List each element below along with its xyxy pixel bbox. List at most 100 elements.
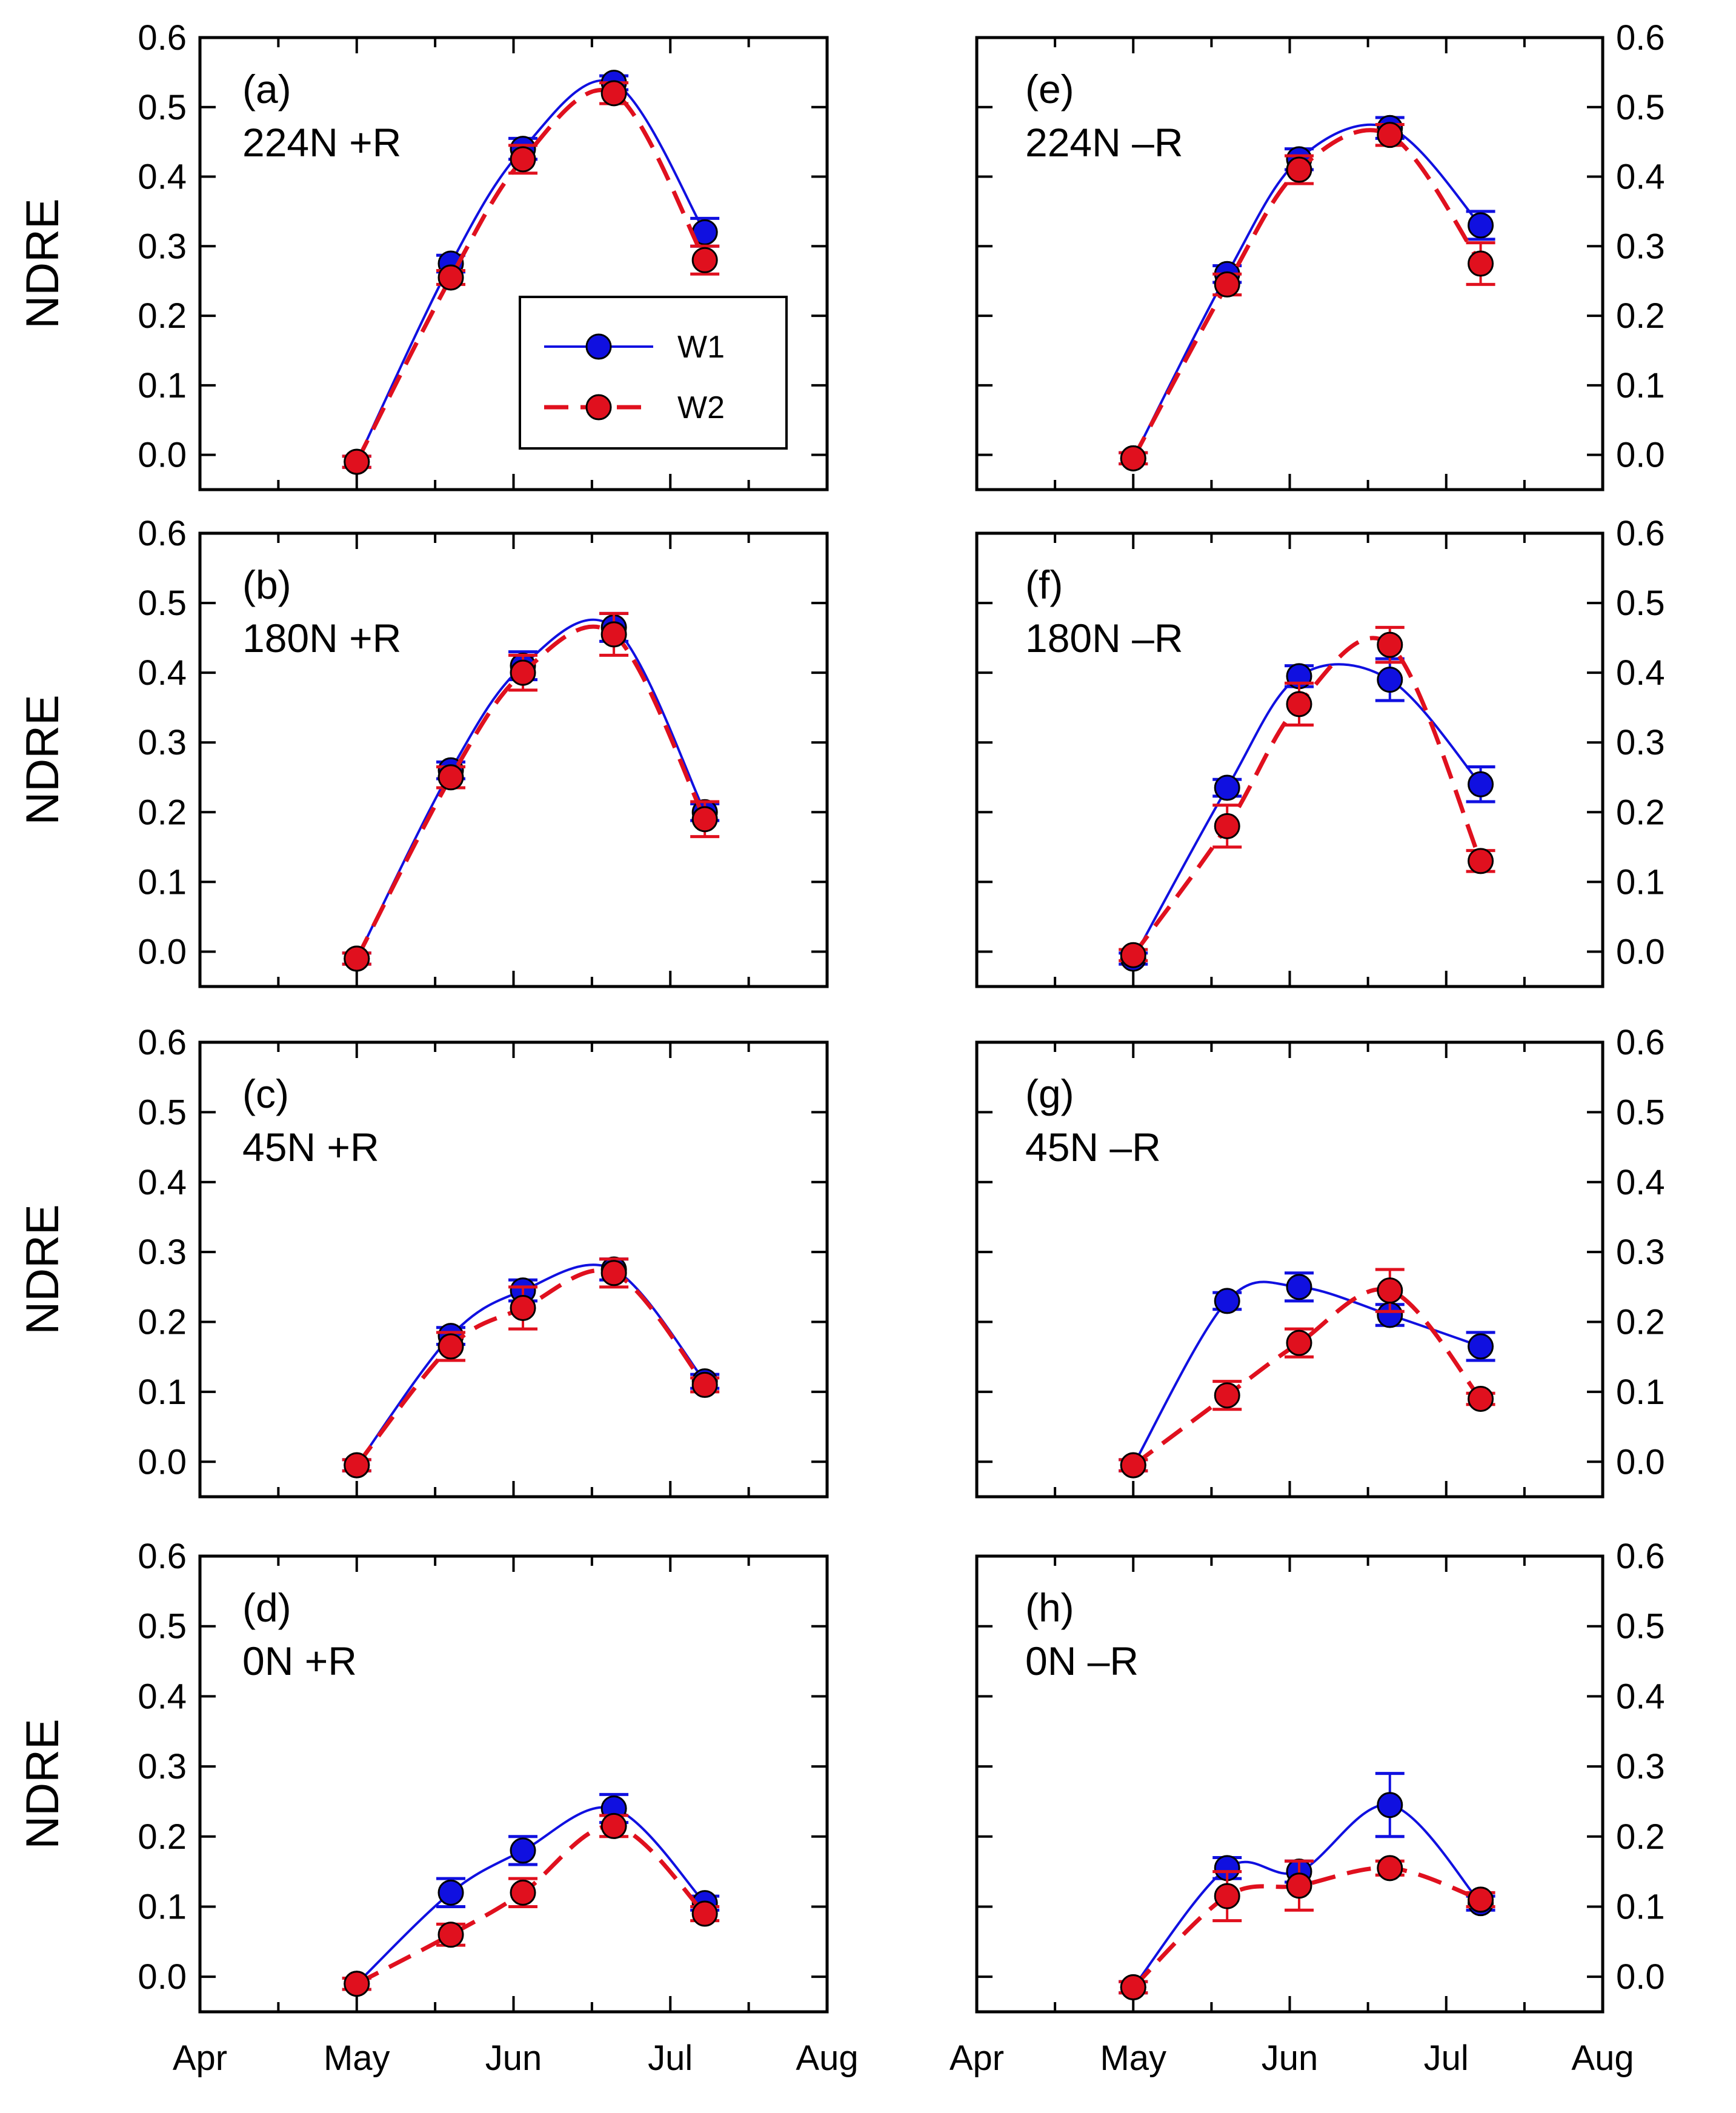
y-tick-label: 0.4: [1616, 1677, 1665, 1716]
data-point-w1: [1214, 1288, 1240, 1314]
data-point-w2: [1214, 1382, 1240, 1409]
y-tick-label: 0.4: [138, 158, 187, 197]
y-tick-label: 0.2: [138, 296, 187, 336]
series-line-w2: [1131, 128, 1483, 460]
panel-a: 0.0 0.1 0.2 0.3 0.4 0.5 0.6 NDRE (a) 224N +R W1 W2: [17, 18, 829, 491]
y-tick-label: 0.1: [138, 1887, 187, 1926]
data-point-w2: [1377, 1855, 1403, 1882]
y-tick-label: 0.3: [1616, 1747, 1665, 1786]
data-point-w2: [510, 1294, 536, 1321]
panel-g: 0.0 0.1 0.2 0.3 0.4 0.5 0.6 (g) 45N –R: [975, 1023, 1665, 1499]
legend-label: W1: [677, 330, 725, 365]
panel-label: (h): [1025, 1585, 1074, 1630]
data-point-w1: [1468, 771, 1494, 797]
data-point-w2: [1286, 691, 1312, 717]
y-tick-label: 0.6: [1616, 514, 1665, 553]
y-tick-label: 0.2: [1616, 1817, 1665, 1857]
y-tick-label: 0.2: [1616, 296, 1665, 336]
data-point-w2: [510, 1879, 536, 1906]
panel-label: (b): [242, 562, 291, 607]
series-line-w2: [1132, 1287, 1483, 1467]
y-tick-label: 0.6: [1616, 1023, 1665, 1062]
panel-treatment: 180N +R: [242, 616, 401, 661]
data-point-w2: [1214, 1883, 1240, 1909]
data-point-w1: [1286, 1274, 1312, 1300]
data-point-w2: [691, 1900, 718, 1927]
x-tick-label: Jul: [648, 2038, 693, 2078]
data-point-w2: [1286, 156, 1312, 183]
y-axis-title: NDRE: [17, 198, 68, 328]
y-tick-label: 0.3: [138, 1747, 187, 1786]
x-tick-label: May: [324, 2038, 390, 2078]
y-tick-label: 0.0: [138, 932, 187, 971]
y-tick-label: 0.0: [1616, 932, 1665, 971]
y-tick-label: 0.4: [138, 1163, 187, 1202]
panel-label: (e): [1025, 67, 1074, 111]
data-point-w2: [691, 1371, 718, 1398]
y-tick-label: 0.1: [138, 366, 187, 405]
data-point-w1: [1377, 667, 1403, 693]
data-point-w2: [600, 1812, 627, 1839]
y-tick-label: 0.2: [138, 793, 187, 832]
y-tick-label: 0.6: [138, 514, 187, 553]
data-point-w2: [344, 448, 370, 475]
plot-frame: [198, 1040, 829, 1499]
data-point-w1: [1377, 1792, 1403, 1819]
y-tick-label: 0.5: [1616, 1607, 1665, 1646]
data-point-w1: [1468, 212, 1494, 239]
panel-f: 0.0 0.1 0.2 0.3 0.4 0.5 0.6 (f) 180N –R: [975, 514, 1665, 988]
y-tick-label: 0.3: [1616, 723, 1665, 762]
y-tick-label: 0.5: [1616, 584, 1665, 623]
y-tick-label: 0.3: [138, 1233, 187, 1272]
y-tick-label: 0.5: [138, 1607, 187, 1646]
data-point-w2: [691, 806, 718, 833]
x-tick-label: Aug: [796, 2038, 858, 2078]
y-tick-label: 0.1: [138, 862, 187, 902]
y-axis-title: NDRE: [17, 694, 68, 825]
y-tick-label: 0.4: [138, 1677, 187, 1716]
y-tick-label: 0.2: [138, 1303, 187, 1342]
panel-treatment: 45N +R: [242, 1125, 379, 1170]
y-axis-title: NDRE: [17, 1719, 68, 1849]
data-point-w2: [344, 1452, 370, 1479]
y-tick-label: 0.0: [138, 1442, 187, 1482]
y-tick-label: 0.4: [1616, 653, 1665, 693]
y-tick-label: 0.6: [1616, 18, 1665, 58]
data-point-w2: [1468, 1385, 1494, 1412]
data-point-w2: [1286, 1329, 1312, 1356]
y-tick-label: 0.5: [138, 1093, 187, 1132]
panel-c: 0.0 0.1 0.2 0.3 0.4 0.5 0.6 NDRE (c) 45N +R: [17, 1023, 829, 1499]
y-tick-label: 0.5: [1616, 1093, 1665, 1132]
data-point-w2: [600, 1260, 627, 1286]
legend-marker-w1: [585, 333, 612, 360]
data-point-w2: [1468, 1886, 1494, 1913]
data-point-w1: [1468, 1333, 1494, 1360]
data-point-w2: [437, 1333, 464, 1360]
x-tick-label: May: [1100, 2038, 1166, 2078]
y-tick-label: 0.6: [138, 1537, 187, 1576]
x-tick-label: Apr: [173, 2038, 227, 2078]
y-tick-label: 0.1: [1616, 1887, 1665, 1926]
y-tick-label: 0.3: [138, 227, 187, 266]
panel-label: (d): [242, 1585, 291, 1630]
data-point-w2: [1120, 1974, 1146, 2001]
panel-h: 0.0 0.1 0.2 0.3 0.4 0.5 0.6 Apr May Jun Jul Aug (h) 0…: [949, 1537, 1665, 2078]
y-tick-label: 0.6: [138, 18, 187, 58]
data-point-w2: [600, 621, 627, 648]
y-tick-label: 0.0: [138, 1957, 187, 1997]
data-point-w2: [344, 945, 370, 972]
y-tick-label: 0.4: [1616, 1163, 1665, 1202]
y-tick-label: 0.1: [1616, 862, 1665, 902]
panel-e: 0.0 0.1 0.2 0.3 0.4 0.5 0.6 (e) 224N –R: [975, 18, 1665, 491]
panel-treatment: 45N –R: [1025, 1125, 1161, 1170]
x-tick-label: Aug: [1571, 2038, 1634, 2078]
data-point-w2: [510, 659, 536, 686]
data-point-w2: [1214, 813, 1240, 839]
y-tick-label: 0.3: [138, 723, 187, 762]
data-point-w2: [1120, 942, 1146, 968]
panel-b: 0.0 0.1 0.2 0.3 0.4 0.5 0.6 NDRE (b) 180N +R: [17, 514, 829, 988]
data-point-w2: [1377, 1277, 1403, 1304]
data-point-w2: [1377, 631, 1403, 658]
y-tick-label: 0.6: [1616, 1537, 1665, 1576]
